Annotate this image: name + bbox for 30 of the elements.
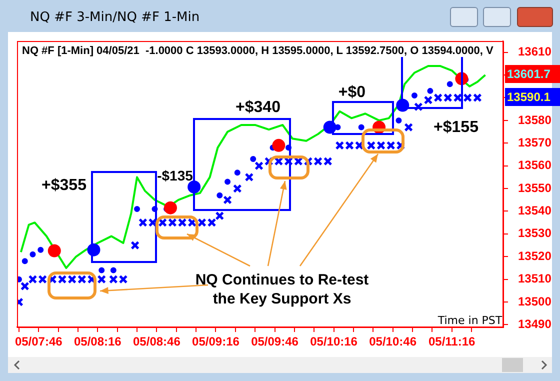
- y-tick-label: 13530: [518, 226, 552, 240]
- x-tick-label: 05/08:46: [133, 334, 181, 349]
- y-tick-label: 13570: [518, 135, 552, 150]
- x-tick-label: 05/07:46: [14, 334, 63, 349]
- y-tick-label: 13540: [518, 204, 552, 218]
- x-tick-label: 05/11:16: [428, 334, 476, 349]
- annotation: NQ Continues to Re-test the Key Support Xs: [195, 271, 369, 309]
- text: 13601.7: [505, 65, 560, 83]
- y-tick-label: 13490: [518, 317, 552, 332]
- annotation: -$135: [157, 167, 193, 185]
- y-tick-label: 13560: [518, 158, 552, 172]
- y-tick-label: 13520: [518, 248, 552, 263]
- y-tick-label: 13550: [518, 180, 552, 195]
- y-tick-label: 13610: [518, 44, 552, 59]
- text: 13590.1: [505, 88, 560, 106]
- x-tick-label: 05/08:16: [74, 334, 122, 349]
- y-tick-label: 13580: [518, 112, 552, 127]
- annotation: +$355: [42, 176, 86, 196]
- x-tick-label: 05/10:46: [369, 334, 417, 349]
- chart-subtitle: NQ #F [1-Min] 04/05/21 -1.0000 C 13593.0000, H 13595.0000, L 13592.7500, O 13594.0000, V: [20, 45, 496, 57]
- annotation: Time in PST: [438, 314, 502, 328]
- x-tick-label: 05/10:16: [310, 334, 358, 349]
- y-tick-label: 13510: [518, 272, 552, 286]
- annotation: +$340: [236, 98, 280, 118]
- y-tick-label: 13500: [518, 294, 552, 308]
- x-tick-label: 05/09:46: [251, 334, 299, 349]
- chart-title: NQ #F 3-Min/NQ #F 1-Min: [30, 10, 200, 25]
- annotation: +$0: [338, 83, 366, 103]
- annotation: +$155: [434, 118, 478, 138]
- x-tick-label: 05/09:16: [192, 334, 240, 349]
